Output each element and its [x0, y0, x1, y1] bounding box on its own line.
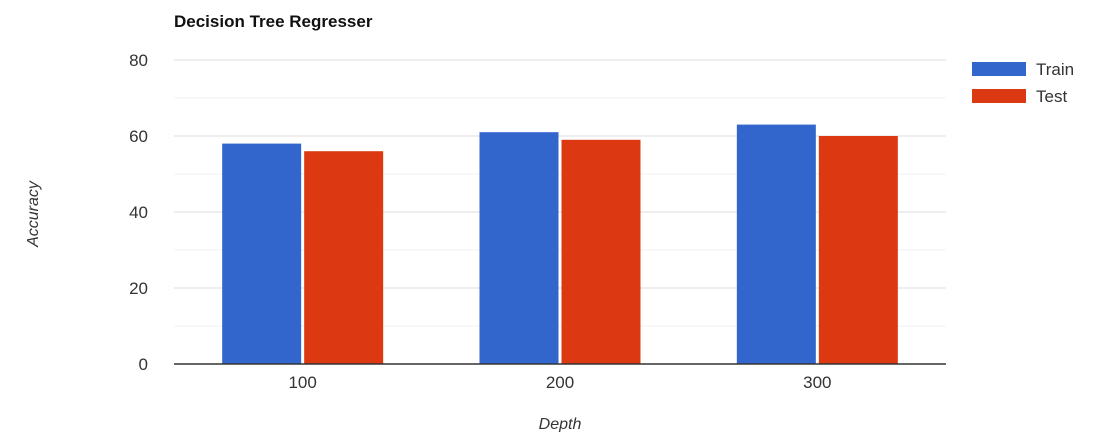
y-tick-label: 0 [139, 355, 148, 374]
y-axis-ticks: 0 20 40 60 80 [129, 51, 148, 374]
x-tick-label: 100 [288, 373, 316, 392]
x-tick-label: 300 [803, 373, 831, 392]
x-axis-title: Depth [539, 416, 582, 432]
y-tick-label: 80 [129, 51, 148, 70]
legend-label-test: Test [1036, 87, 1067, 106]
legend-label-train: Train [1036, 60, 1074, 79]
y-tick-label: 20 [129, 279, 148, 298]
bar-train-300 [736, 124, 816, 364]
gridlines [174, 59, 946, 327]
legend-swatch-test [972, 89, 1026, 103]
bars [222, 124, 898, 364]
x-axis-ticks: 100 200 300 [288, 373, 831, 392]
x-tick-label: 200 [546, 373, 574, 392]
bar-train-100 [222, 143, 302, 364]
bar-test-200 [561, 139, 641, 364]
y-axis-title: Accuracy [25, 180, 42, 248]
y-tick-label: 40 [129, 203, 148, 222]
bar-train-200 [479, 132, 559, 364]
y-tick-label: 60 [129, 127, 148, 146]
chart-title: Decision Tree Regresser [174, 12, 373, 31]
bar-test-300 [818, 136, 898, 364]
legend: Train Test [972, 60, 1074, 106]
legend-swatch-train [972, 62, 1026, 76]
bar-test-100 [304, 151, 384, 364]
